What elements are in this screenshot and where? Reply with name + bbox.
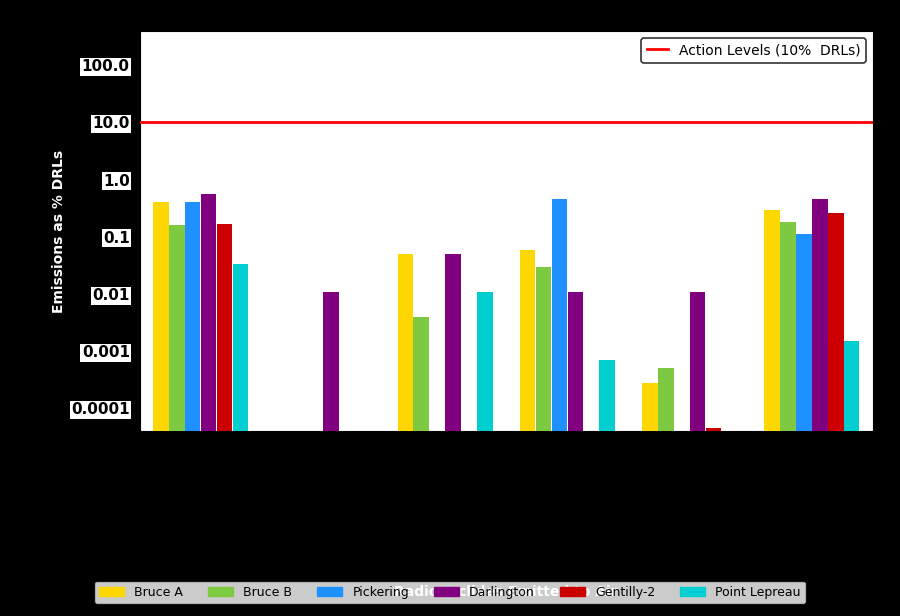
Bar — [828, 213, 843, 616]
Bar — [323, 291, 338, 616]
Y-axis label: Emissions as % DRLs: Emissions as % DRLs — [51, 150, 66, 312]
Bar — [398, 254, 413, 616]
Bar — [568, 291, 583, 616]
Bar — [184, 203, 201, 616]
Bar — [812, 200, 828, 616]
Bar — [642, 383, 658, 616]
Bar — [520, 249, 536, 616]
Bar — [153, 203, 168, 616]
Bar — [536, 267, 552, 616]
Bar — [764, 209, 780, 616]
Legend: Action Levels (10%  DRLs): Action Levels (10% DRLs) — [642, 38, 866, 63]
Bar — [446, 254, 461, 616]
Bar — [844, 341, 860, 616]
Bar — [780, 222, 796, 616]
Bar — [796, 235, 812, 616]
Bar — [201, 195, 216, 616]
Bar — [706, 428, 721, 616]
Bar — [169, 225, 184, 616]
Bar — [413, 317, 429, 616]
Bar — [552, 200, 567, 616]
Legend: Bruce A, Bruce B, Pickering, Darlington, Gentilly-2, Point Lepreau: Bruce A, Bruce B, Pickering, Darlington,… — [94, 581, 806, 604]
Bar — [217, 224, 232, 616]
Bar — [658, 368, 673, 616]
Bar — [599, 360, 615, 616]
Bar — [477, 291, 492, 616]
X-axis label: Radionuclides Emitted to Air: Radionuclides Emitted to Air — [394, 585, 618, 599]
Bar — [232, 264, 248, 616]
Bar — [689, 291, 706, 616]
